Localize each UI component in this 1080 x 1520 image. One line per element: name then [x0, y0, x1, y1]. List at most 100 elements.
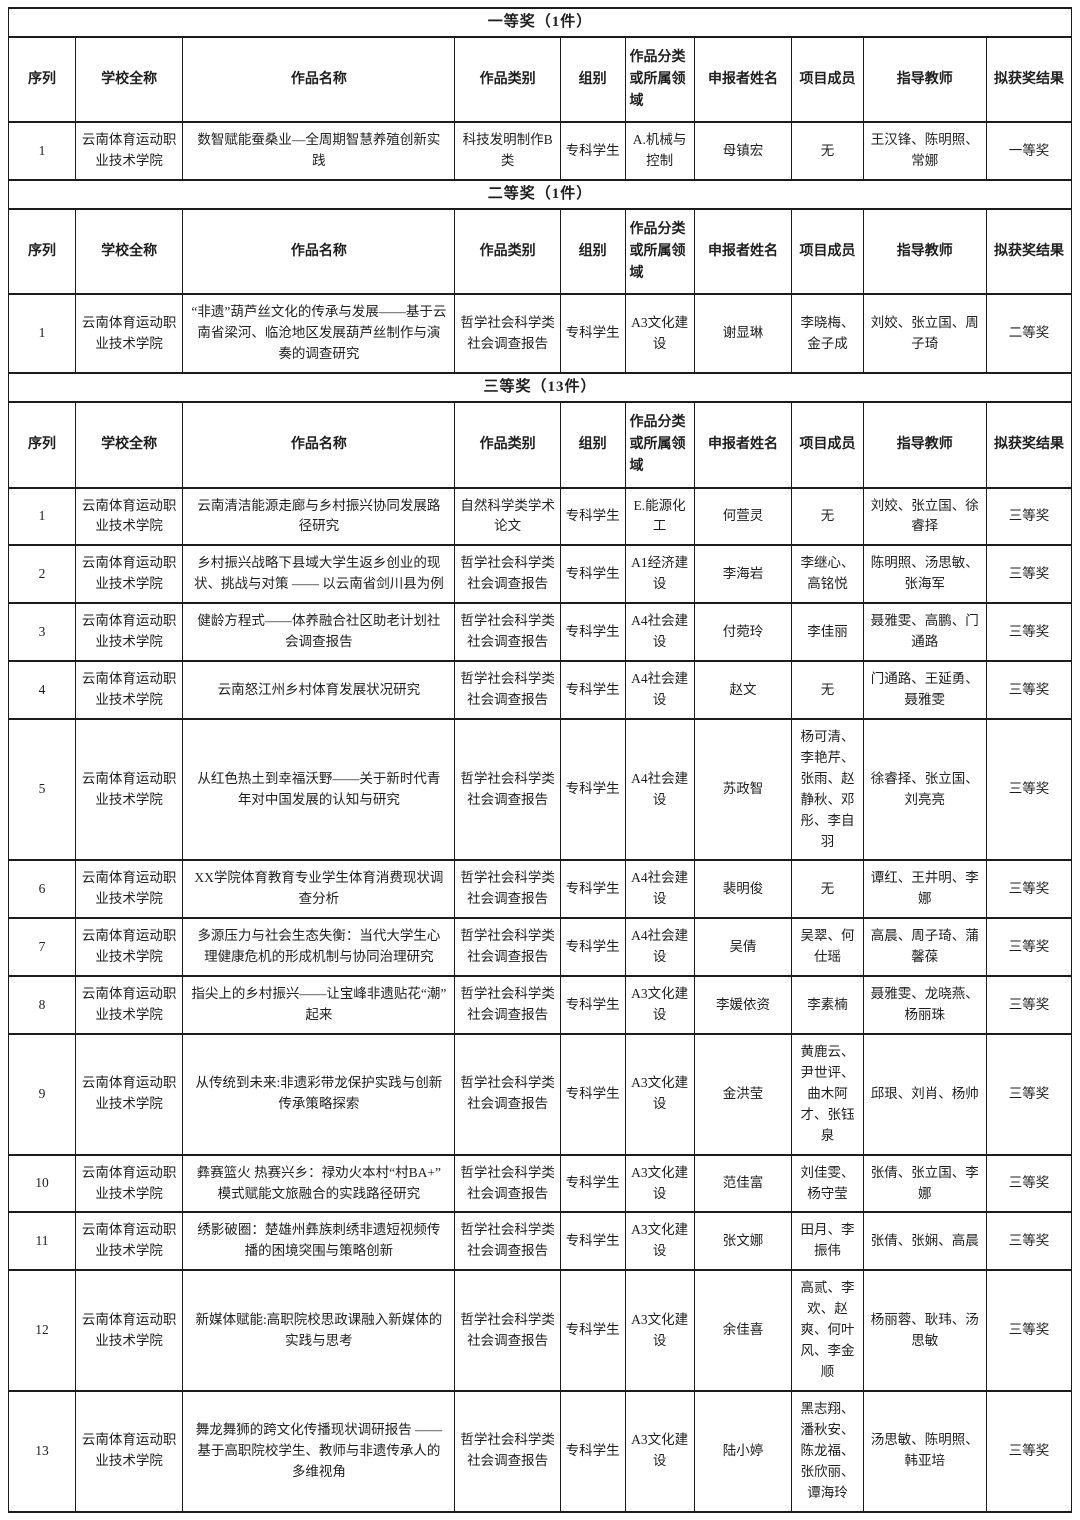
header-cell-members: 项目成员	[791, 208, 864, 296]
cell-school: 云南体育运动职业技术学院	[74, 917, 184, 978]
cell-school: 云南体育运动职业技术学院	[74, 1269, 184, 1392]
cell-seq: 3	[8, 602, 76, 663]
cell-title: 指尖上的乡村振兴——让宝峰非遗贴花“潮”起来	[182, 975, 456, 1035]
cell-members: 黑志翔、潘秋安、陈龙福、张欣丽、谭海玲	[791, 1389, 864, 1513]
cell-advisors: 聂雅雯、龙晓燕、杨丽珠	[862, 975, 987, 1035]
cell-title: 数智赋能蚕桑业—全周期智慧养殖创新实践	[182, 121, 456, 182]
cell-members: 无	[791, 660, 864, 720]
table-row: 1 云南体育运动职业技术学院 “非遗”葫芦丝文化的传承与发展——基于云南省梁河、临沧…	[8, 293, 1073, 375]
cell-field: A3文化建设	[624, 293, 695, 375]
table-row: 11 云南体育运动职业技术学院 绣影破圈：楚雄州彝族刺绣非遗短视频传播的困境突围与策…	[8, 1211, 1073, 1272]
header-cell-seq: 序列	[8, 36, 76, 124]
cell-applicant: 何萱灵	[693, 486, 793, 547]
cell-title: 多源压力与社会生态失衡：当代大学生心理健康危机的形成机制与协同治理研究	[182, 917, 456, 978]
cell-school: 云南体育运动职业技术学院	[74, 717, 184, 862]
cell-school: 云南体育运动职业技术学院	[74, 1389, 184, 1513]
cell-applicant: 陆小婷	[693, 1389, 793, 1513]
cell-group: 专科学生	[559, 975, 626, 1035]
header-row: 序列 学校全称 作品名称 作品类别 组别 作品分类或所属领域 申报者姓名 项目成员 指导教师 拟获…	[8, 401, 1073, 489]
cell-advisors: 高晨、周子琦、蒲馨葆	[862, 917, 987, 978]
section-title-row: 三等奖（13件）	[8, 372, 1072, 404]
cell-group: 专科学生	[559, 121, 626, 182]
cell-applicant: 谢显琳	[693, 293, 793, 375]
cell-category: 哲学社会科学类社会调查报告	[454, 602, 561, 663]
header-row: 序列 学校全称 作品名称 作品类别 组别 作品分类或所属领域 申报者姓名 项目成员 指导教师 拟获…	[8, 208, 1073, 296]
cell-applicant: 张文娜	[693, 1211, 793, 1272]
cell-advisors: 刘姣、张立国、徐睿择	[862, 486, 987, 547]
cell-members: 杨可清、李艳芹、张雨、赵静秋、邓彤、李自羽	[791, 717, 864, 862]
cell-result: 三等奖	[985, 1032, 1073, 1156]
cell-result: 二等奖	[985, 293, 1073, 375]
cell-field: A3文化建设	[624, 1389, 695, 1513]
table-row: 1 云南体育运动职业技术学院 云南清洁能源走廊与乡村振兴协同发展路径研究 自然科学类学…	[8, 486, 1073, 547]
cell-members: 李晓梅、金子成	[791, 293, 864, 375]
cell-group: 专科学生	[559, 293, 626, 375]
table-row: 12 云南体育运动职业技术学院 新媒体赋能:高职院校思政课融入新媒体的实践与思考 哲学…	[8, 1269, 1073, 1392]
table-row: 6 云南体育运动职业技术学院 XX学院体育教育专业学生体育消费现状调查分析 哲学社会科…	[8, 859, 1073, 920]
cell-applicant: 李海岩	[693, 544, 793, 605]
header-cell-advisors: 指导教师	[862, 36, 987, 124]
cell-result: 三等奖	[985, 859, 1073, 920]
cell-category: 哲学社会科学类社会调查报告	[454, 917, 561, 978]
cell-seq: 2	[8, 544, 76, 605]
cell-seq: 11	[8, 1211, 76, 1272]
cell-category: 哲学社会科学类社会调查报告	[454, 1389, 561, 1513]
cell-members: 刘佳雯、杨守莹	[791, 1153, 864, 1214]
cell-advisors: 邱珢、刘肖、杨帅	[862, 1032, 987, 1156]
cell-school: 云南体育运动职业技术学院	[74, 1211, 184, 1272]
cell-applicant: 母镇宏	[693, 121, 793, 182]
header-cell-result: 拟获奖结果	[985, 36, 1073, 124]
cell-school: 云南体育运动职业技术学院	[74, 544, 184, 605]
cell-school: 云南体育运动职业技术学院	[74, 486, 184, 547]
cell-category: 哲学社会科学类社会调查报告	[454, 1153, 561, 1214]
award-table-body: 一等奖（1件） 序列 学校全称 作品名称 作品类别 组别 作品分类或所属领域 申报者姓名 项目成…	[8, 6, 1073, 1513]
cell-title: 健龄方程式——体养融合社区助老计划社会调查报告	[182, 602, 456, 663]
cell-category: 哲学社会科学类社会调查报告	[454, 544, 561, 605]
cell-advisors: 门通路、王延勇、聂雅雯	[862, 660, 987, 720]
cell-field: A3文化建设	[624, 975, 695, 1035]
cell-seq: 4	[8, 660, 76, 720]
cell-applicant: 金洪莹	[693, 1032, 793, 1156]
cell-group: 专科学生	[559, 717, 626, 862]
cell-applicant: 裴明俊	[693, 859, 793, 920]
header-cell-members: 项目成员	[791, 401, 864, 489]
cell-group: 专科学生	[559, 1153, 626, 1214]
header-cell-seq: 序列	[8, 208, 76, 296]
cell-field: A4社会建设	[624, 717, 695, 862]
cell-group: 专科学生	[559, 917, 626, 978]
header-cell-group: 组别	[559, 401, 626, 489]
cell-advisors: 王汉锋、陈明照、常娜	[862, 121, 987, 182]
cell-result: 三等奖	[985, 1389, 1073, 1513]
cell-seq: 9	[8, 1032, 76, 1156]
cell-group: 专科学生	[559, 859, 626, 920]
cell-advisors: 聂雅雯、高鹏、门通路	[862, 602, 987, 663]
cell-school: 云南体育运动职业技术学院	[74, 660, 184, 720]
cell-title: 绣影破圈：楚雄州彝族刺绣非遗短视频传播的困境突围与策略创新	[182, 1211, 456, 1272]
cell-seq: 1	[8, 293, 76, 375]
cell-result: 三等奖	[985, 975, 1073, 1035]
cell-applicant: 赵文	[693, 660, 793, 720]
cell-result: 三等奖	[985, 917, 1073, 978]
cell-result: 三等奖	[985, 660, 1073, 720]
cell-school: 云南体育运动职业技术学院	[74, 1153, 184, 1214]
cell-result: 三等奖	[985, 1153, 1073, 1214]
cell-advisors: 陈明照、汤思敏、张海军	[862, 544, 987, 605]
cell-advisors: 张倩、张立国、李娜	[862, 1153, 987, 1214]
cell-applicant: 苏政智	[693, 717, 793, 862]
cell-advisors: 谭红、王井明、李娜	[862, 859, 987, 920]
header-cell-result: 拟获奖结果	[985, 401, 1073, 489]
cell-title: 乡村振兴战略下县域大学生返乡创业的现状、挑战与对策 —— 以云南省剑川县为例	[182, 544, 456, 605]
table-row: 9 云南体育运动职业技术学院 从传统到未来:非遗彩带龙保护实践与创新传承策略探索 哲学…	[8, 1032, 1073, 1156]
table-row: 3 云南体育运动职业技术学院 健龄方程式——体养融合社区助老计划社会调查报告 哲学社会…	[8, 602, 1073, 663]
table-row: 1 云南体育运动职业技术学院 数智赋能蚕桑业—全周期智慧养殖创新实践 科技发明制作B类…	[8, 121, 1073, 182]
cell-members: 李素楠	[791, 975, 864, 1035]
table-row: 10 云南体育运动职业技术学院 彝赛篮火 热赛兴乡：禄劝火本村“村BA+”模式赋能文…	[8, 1153, 1073, 1214]
cell-field: E.能源化工	[624, 486, 695, 547]
cell-members: 无	[791, 859, 864, 920]
cell-members: 李佳丽	[791, 602, 864, 663]
header-cell-group: 组别	[559, 208, 626, 296]
header-cell-category: 作品类别	[454, 36, 561, 124]
header-cell-school: 学校全称	[74, 401, 184, 489]
cell-members: 黄鹿云、尹世评、曲木阿才、张钰泉	[791, 1032, 864, 1156]
cell-seq: 8	[8, 975, 76, 1035]
